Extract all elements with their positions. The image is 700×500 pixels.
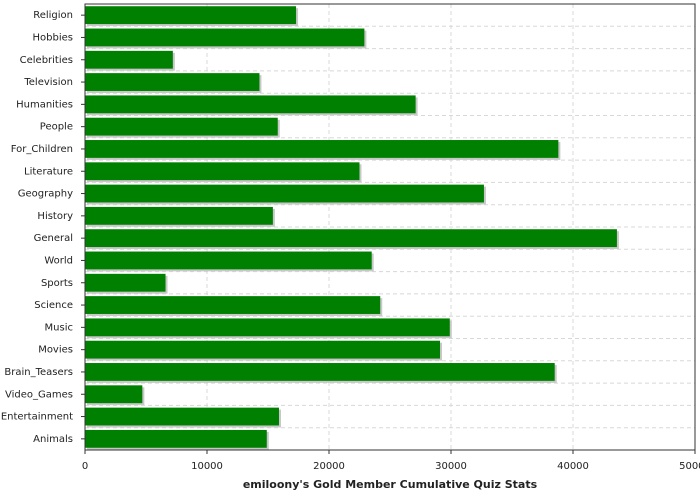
- bar: [85, 117, 278, 136]
- bar: [85, 229, 617, 248]
- x-tick-label: 0: [82, 461, 88, 472]
- y-tick-label: People: [40, 122, 73, 133]
- y-tick-label: Hobbies: [33, 32, 73, 43]
- x-tick-label: 50000: [679, 461, 700, 472]
- bar: [85, 385, 143, 404]
- y-tick-label: For_Children: [11, 144, 73, 155]
- bar: [85, 206, 273, 225]
- y-tick-label: Literature: [24, 166, 73, 177]
- y-tick-label: Sports: [41, 278, 73, 289]
- y-tick-label: Celebrities: [20, 55, 73, 66]
- bar: [85, 363, 555, 381]
- plot-frame: [84, 3, 696, 451]
- bar: [85, 407, 279, 426]
- bar: [85, 318, 450, 337]
- x-tick-label: 10000: [191, 461, 223, 472]
- y-tick-label: History: [37, 211, 73, 222]
- bar: [85, 50, 173, 69]
- y-tick-label: Television: [23, 77, 73, 88]
- bar: [85, 140, 559, 158]
- x-tick-label: 20000: [313, 461, 345, 472]
- bar: [85, 251, 372, 270]
- bar: [85, 273, 166, 292]
- y-tick-label: Geography: [18, 189, 73, 200]
- bar: [85, 162, 360, 181]
- bar: [85, 28, 365, 47]
- y-tick-label: Animals: [33, 434, 73, 445]
- y-tick-label: Science: [34, 300, 73, 311]
- y-tick-label: Religion: [33, 10, 73, 21]
- bar: [85, 184, 484, 203]
- x-tick-label: 40000: [557, 461, 589, 472]
- y-tick-label: Movies: [38, 345, 73, 356]
- bar: [85, 340, 441, 359]
- bar: [85, 95, 416, 114]
- y-tick-label: Humanities: [16, 99, 73, 110]
- y-tick-label: Video_Games: [5, 389, 73, 400]
- y-tick-label: Entertainment: [1, 412, 73, 423]
- bar: [85, 296, 381, 314]
- bar: [85, 73, 260, 91]
- bar: [85, 429, 267, 448]
- y-tick-label: Brain_Teasers: [4, 367, 73, 378]
- y-tick-label: World: [44, 255, 73, 266]
- y-tick-label: Music: [45, 322, 73, 333]
- x-tick-label: 30000: [435, 461, 467, 472]
- x-axis-title: emiloony's Gold Member Cumulative Quiz S…: [243, 478, 538, 491]
- bar: [85, 6, 297, 25]
- y-tick-label: General: [34, 233, 73, 244]
